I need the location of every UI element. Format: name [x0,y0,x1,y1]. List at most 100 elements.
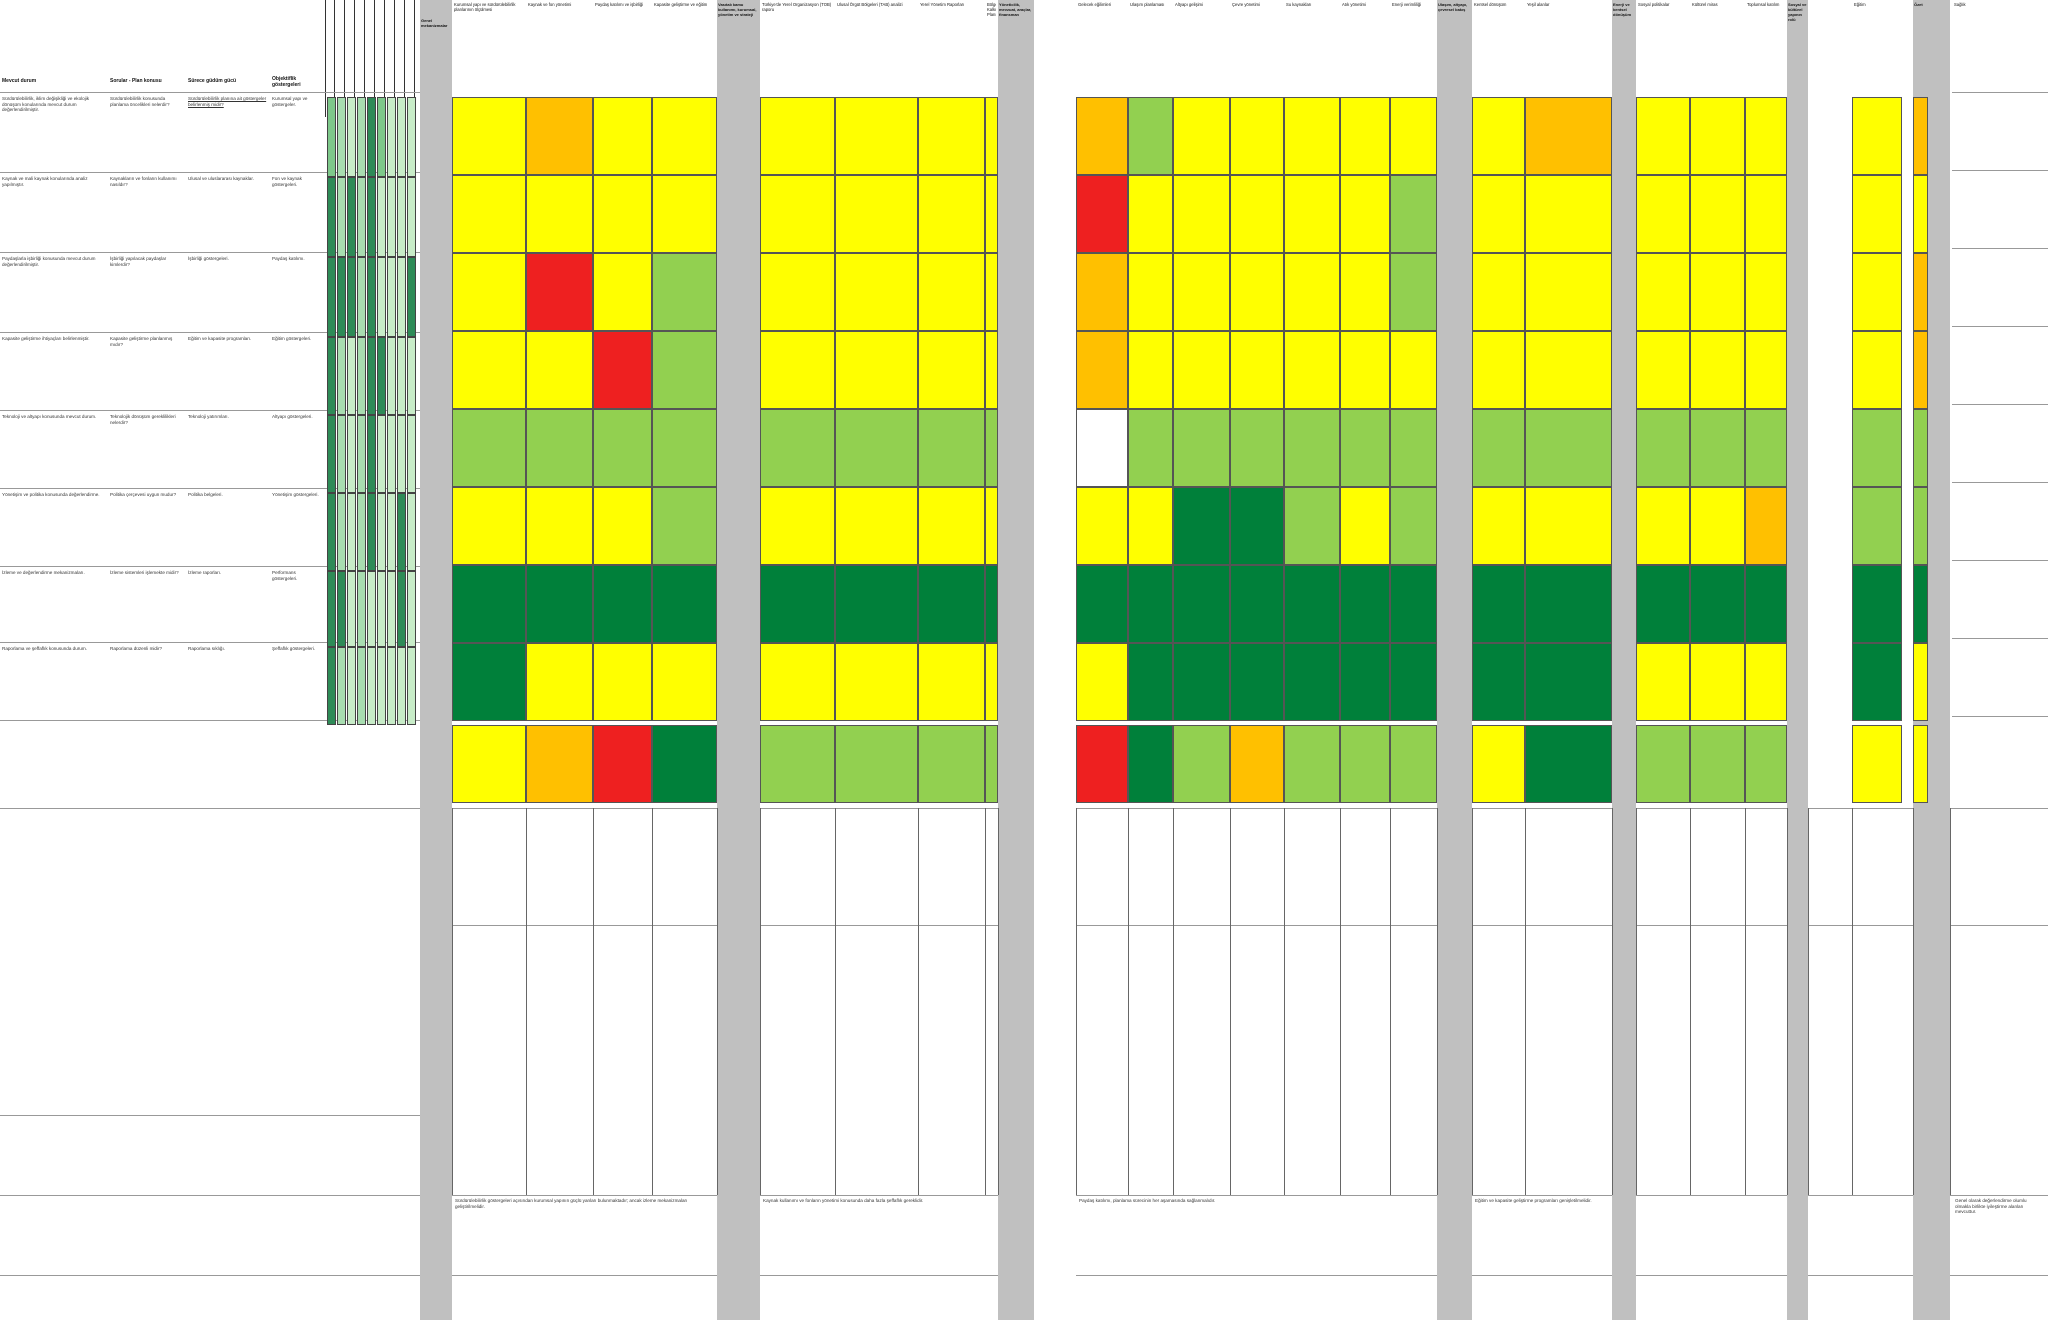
left-row-divider [0,566,420,567]
matrix-cell [1390,487,1437,565]
matrix-cell [652,409,717,487]
matrix-cell [1852,725,1902,803]
left-cell-text: Paydaşlarla işbirliği konusunda mevcut d… [2,256,96,267]
matrix-cell [1390,253,1437,331]
note-col-line [452,808,453,1195]
indicator-strip-cell [397,415,406,493]
matrix-cell [1230,253,1284,331]
matrix-cell [1173,253,1230,331]
note-rule [760,925,998,926]
matrix-cell [1745,487,1787,565]
column-header-15: Kentsel dönüşüm [1474,2,1507,7]
indicator-strip-cell [407,571,416,647]
matrix-cell [918,725,985,803]
matrix-cell [593,253,652,331]
note-rule [1950,808,2048,809]
matrix-cell [1745,175,1787,253]
note-col-line [1612,808,1613,1195]
matrix-cell [1472,725,1525,803]
note-col-line [1852,808,1853,1195]
note-rule [1636,925,1787,926]
column-header-18: Kültürel miras [1692,2,1718,7]
right-summary-rule [1952,170,2048,171]
indicator-strip-cell [407,337,416,415]
matrix-cell [452,409,526,487]
matrix-cell [1076,331,1128,409]
indicator-strip-cell [367,493,376,571]
left-cell-text: Kurumsal yapı ve göstergeler. [272,96,308,107]
indicator-strip-cell [327,493,336,571]
matrix-cell [652,97,717,175]
matrix-cell [526,97,593,175]
summary-note-1: Kaynak kullanımı ve fonların yönetimi ko… [763,1198,924,1203]
left-cell-text: Kaynak ve mali kaynak konularında analiz… [2,176,88,187]
indicator-strip-cell [397,337,406,415]
matrix-cell [985,409,998,487]
matrix-cell [652,487,717,565]
matrix-cell [1472,643,1525,721]
indicator-strip-cell [327,337,336,415]
matrix-cell [1745,331,1787,409]
matrix-cell [1472,175,1525,253]
note-col-line [1340,808,1341,1195]
matrix-cell [452,487,526,565]
matrix-cell [1284,253,1340,331]
separator-column-4 [1437,0,1472,1320]
matrix-cell [1525,175,1612,253]
note-col-line [1808,808,1809,1195]
indicator-strip-cell [327,647,336,725]
matrix-cell [526,331,593,409]
left-cell-text: Kapasite geliştirme planlanmış mıdır? [110,336,173,347]
indicator-strip-cell [337,647,346,725]
note-col-line [1525,808,1526,1195]
matrix-cell [1340,331,1390,409]
matrix-cell [1636,331,1690,409]
matrix-cell [1636,409,1690,487]
matrix-cell [1340,409,1390,487]
indicator-strip-cell [367,177,376,257]
matrix-cell [1690,487,1745,565]
note-col-line [526,808,527,1195]
matrix-cell [452,565,526,643]
matrix-cell [1852,175,1902,253]
matrix-cell [835,331,918,409]
note-rule [1950,1275,2048,1276]
indicator-strip-cell [357,415,366,493]
matrix-cell [918,331,985,409]
matrix-cell [652,725,717,803]
matrix-cell [1284,643,1340,721]
matrix-cell [1690,97,1745,175]
matrix-cell [593,565,652,643]
left-cell-text: Performans göstergeleri. [272,570,298,581]
matrix-cell [918,487,985,565]
matrix-cell [1636,175,1690,253]
left-row-divider [0,172,420,173]
left-row-divider [0,488,420,489]
matrix-cell [1390,331,1437,409]
indicator-strip-cell [407,257,416,337]
matrix-cell [835,643,918,721]
matrix-cell [1284,175,1340,253]
header-objektiflik: Objektiflik göstergeleri [272,76,301,88]
note-col-line [1076,808,1077,1195]
matrix-cell [1340,565,1390,643]
note-col-line [652,808,653,1195]
indicator-strip-cell [337,177,346,257]
matrix-cell [652,643,717,721]
indicator-strip-cell [357,337,366,415]
matrix-cell [452,253,526,331]
matrix-cell [1472,253,1525,331]
matrix-cell [985,487,998,565]
matrix-cell [1173,175,1230,253]
indicator-strip-cell [377,647,386,725]
note-rule [1950,1195,2048,1196]
matrix-cell [1390,725,1437,803]
column-header-14: Enerji verimliliği [1392,2,1422,7]
matrix-cell [1525,331,1612,409]
matrix-cell [1472,409,1525,487]
matrix-cell [1230,97,1284,175]
matrix-cell [1128,253,1173,331]
matrix-cell [1913,725,1928,803]
indicator-strip-cell [377,337,386,415]
